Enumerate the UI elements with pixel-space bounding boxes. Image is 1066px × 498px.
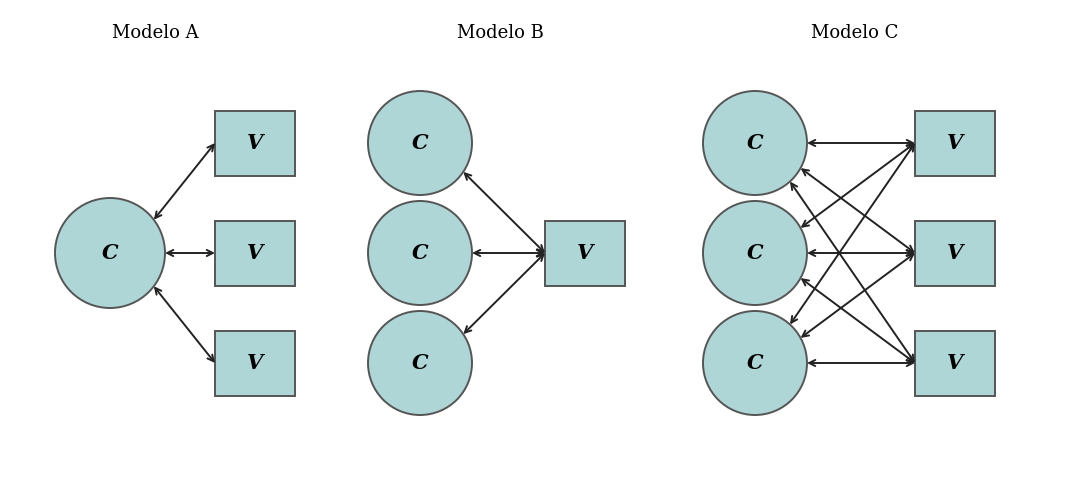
Text: C: C xyxy=(411,353,429,373)
Text: C: C xyxy=(411,243,429,263)
Text: V: V xyxy=(247,243,263,263)
Text: V: V xyxy=(947,133,963,153)
FancyBboxPatch shape xyxy=(915,111,995,175)
Text: V: V xyxy=(947,243,963,263)
Text: C: C xyxy=(746,133,763,153)
Ellipse shape xyxy=(368,311,472,415)
FancyBboxPatch shape xyxy=(545,221,625,285)
Text: V: V xyxy=(577,243,593,263)
Text: C: C xyxy=(101,243,118,263)
Text: C: C xyxy=(411,133,429,153)
Ellipse shape xyxy=(368,201,472,305)
FancyBboxPatch shape xyxy=(215,111,295,175)
Text: Modelo A: Modelo A xyxy=(112,24,198,42)
Text: Modelo C: Modelo C xyxy=(811,24,899,42)
FancyBboxPatch shape xyxy=(215,331,295,395)
Text: V: V xyxy=(947,353,963,373)
FancyBboxPatch shape xyxy=(915,331,995,395)
Ellipse shape xyxy=(55,198,165,308)
Ellipse shape xyxy=(702,91,807,195)
FancyBboxPatch shape xyxy=(915,221,995,285)
Text: V: V xyxy=(247,353,263,373)
Text: C: C xyxy=(746,243,763,263)
Ellipse shape xyxy=(368,91,472,195)
Text: C: C xyxy=(746,353,763,373)
Ellipse shape xyxy=(702,201,807,305)
FancyBboxPatch shape xyxy=(215,221,295,285)
Text: Modelo B: Modelo B xyxy=(456,24,544,42)
Text: V: V xyxy=(247,133,263,153)
Ellipse shape xyxy=(702,311,807,415)
